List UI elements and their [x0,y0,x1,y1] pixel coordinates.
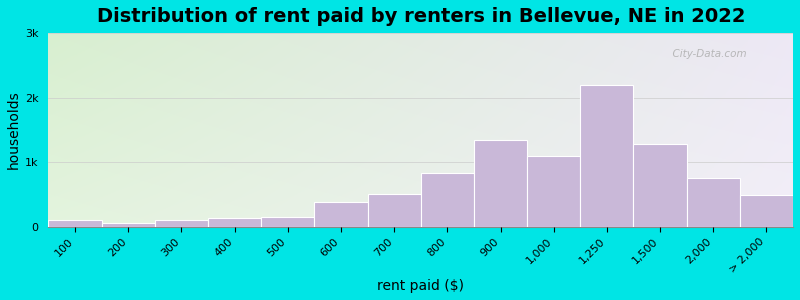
Title: Distribution of rent paid by renters in Bellevue, NE in 2022: Distribution of rent paid by renters in … [97,7,745,26]
Bar [686,178,740,227]
Bar [527,156,580,227]
Y-axis label: households: households [7,91,21,169]
Bar [314,202,367,227]
Bar [634,144,686,227]
Bar [740,195,793,227]
Bar [421,173,474,227]
Bar [367,194,421,227]
Bar [474,140,527,227]
Bar [155,220,208,227]
Bar [262,217,314,227]
Bar [580,85,634,227]
Bar [102,223,155,227]
Bar [49,220,102,227]
X-axis label: rent paid ($): rent paid ($) [378,279,464,293]
Bar [208,218,262,227]
Text: City-Data.com: City-Data.com [666,49,747,58]
